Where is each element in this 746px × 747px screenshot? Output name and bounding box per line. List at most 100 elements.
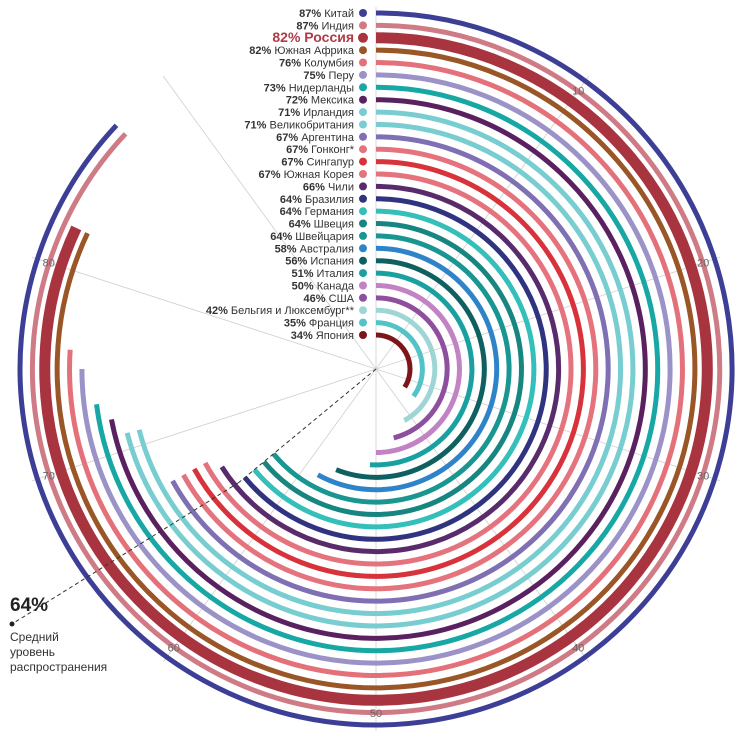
series-label-25: 42% Бельгия и Люксембург** <box>206 305 355 317</box>
average-annotation: 64% Средний уровень распространения <box>9 368 377 674</box>
series-pct: 67% <box>276 132 298 144</box>
series-pct: 82% <box>272 29 301 45</box>
tick-labels: 10 20 30 40 50 60 70 80 <box>43 86 710 720</box>
arc-18 <box>261 221 524 517</box>
series-label-20: 58% Австралия <box>275 243 354 255</box>
series-country: Мексика <box>308 95 355 107</box>
series-label-4: 82% Южная Африка <box>249 45 355 57</box>
arc-23 <box>375 282 462 456</box>
series-label-21: 56% Испания <box>285 256 354 268</box>
series-pct: 87% <box>296 20 318 32</box>
series-pct: 87% <box>299 8 321 20</box>
legend-dot-9 <box>359 108 367 117</box>
series-label-22: 51% Италия <box>291 268 354 280</box>
legend-dot-16 <box>359 194 367 203</box>
series-country: Испания <box>307 256 354 268</box>
arc-3 <box>39 32 713 706</box>
grid-line <box>162 75 377 370</box>
arc-11 <box>170 134 611 604</box>
average-value: 64% <box>10 595 48 616</box>
arc-9 <box>124 109 636 629</box>
arc-10 <box>136 121 623 617</box>
arc-14 <box>202 171 574 567</box>
series-pct: 64% <box>280 206 302 218</box>
series-label-19: 64% Швейцария <box>270 231 354 243</box>
series-pct: 46% <box>304 293 326 305</box>
average-caption-line-3: распространения <box>10 660 107 674</box>
average-caption-line-1: Средний <box>10 630 59 644</box>
series-label-14: 67% Южная Корея <box>259 169 355 181</box>
legend-dot-5 <box>359 58 367 67</box>
series-label-12: 67% Гонконг* <box>286 144 355 156</box>
series-pct: 50% <box>292 281 314 293</box>
series-pct: 82% <box>249 45 271 57</box>
series-country: Колумбия <box>301 58 354 70</box>
arc-25 <box>375 307 438 423</box>
arc-1 <box>17 10 735 728</box>
arc-17 <box>252 208 537 530</box>
series-pct: 71% <box>244 120 266 132</box>
series-country: Канада <box>314 281 355 293</box>
tick-label-60: 60 <box>168 642 180 654</box>
series-arcs <box>17 10 735 728</box>
average-dot <box>9 621 15 627</box>
tick-label-20: 20 <box>697 258 709 270</box>
series-label-6: 75% Перу <box>303 70 354 82</box>
series-label-2: 87% Индия <box>296 20 354 32</box>
series-label-7: 73% Нидерланды <box>264 82 354 94</box>
series-label-8: 72% Мексика <box>286 95 355 107</box>
series-label-15: 66% Чили <box>303 181 354 193</box>
series-country: Гонконг* <box>308 144 355 156</box>
series-country: Россия <box>300 29 354 45</box>
series-pct: 34% <box>291 330 313 342</box>
legend-dot-22 <box>359 269 367 278</box>
series-label-10: 71% Великобритания <box>244 120 354 132</box>
arc-22 <box>369 270 475 468</box>
arc-26 <box>375 320 425 398</box>
series-country: Китай <box>321 8 354 20</box>
series-label-17: 64% Германия <box>280 206 354 218</box>
series-country: Франция <box>306 318 354 330</box>
arc-19 <box>271 233 512 505</box>
legend-dot-27 <box>359 331 367 339</box>
series-country: Сингапур <box>303 157 354 169</box>
series-country: Япония <box>313 330 354 342</box>
legend-dot-11 <box>359 132 367 141</box>
series-country: США <box>326 293 355 305</box>
series-pct: 66% <box>303 181 325 193</box>
series-country: Чили <box>325 181 354 193</box>
arc-6 <box>79 72 673 666</box>
legend-dot-7 <box>359 83 367 92</box>
arc-13 <box>192 159 586 579</box>
series-country: Южная Африка <box>271 45 355 57</box>
series-label-26: 35% Франция <box>284 318 354 330</box>
series-country: Индия <box>318 20 354 32</box>
series-label-3: 82% Россия <box>272 29 354 45</box>
series-label-27: 34% Япония <box>291 330 354 342</box>
legend-dot-21 <box>359 256 367 265</box>
average-leader-line <box>11 482 240 625</box>
series-pct: 35% <box>284 318 306 330</box>
arc-5 <box>67 60 685 678</box>
arc-21 <box>335 258 487 480</box>
series-label-18: 64% Швеция <box>289 219 354 231</box>
legend-dot-14 <box>359 170 367 178</box>
arc-16 <box>242 196 549 542</box>
series-label-16: 64% Бразилия <box>280 194 354 206</box>
legend-dot-12 <box>359 145 367 154</box>
series-pct: 51% <box>291 268 313 280</box>
tick-label-10: 10 <box>572 86 584 98</box>
series-label-23: 50% Канада <box>292 281 355 293</box>
legend-dot-4 <box>359 46 367 55</box>
legend-dot-25 <box>359 306 367 315</box>
legend-dot-23 <box>359 281 367 290</box>
legend-dot-1 <box>359 9 367 17</box>
legend-dot-17 <box>359 207 367 216</box>
series-label-11: 67% Аргентина <box>276 132 355 144</box>
series-country: Южная Корея <box>281 169 354 181</box>
series-country: Перу <box>325 70 354 82</box>
legend-dot-20 <box>359 244 367 253</box>
legend-dot-18 <box>359 219 367 228</box>
series-pct: 64% <box>289 219 311 231</box>
